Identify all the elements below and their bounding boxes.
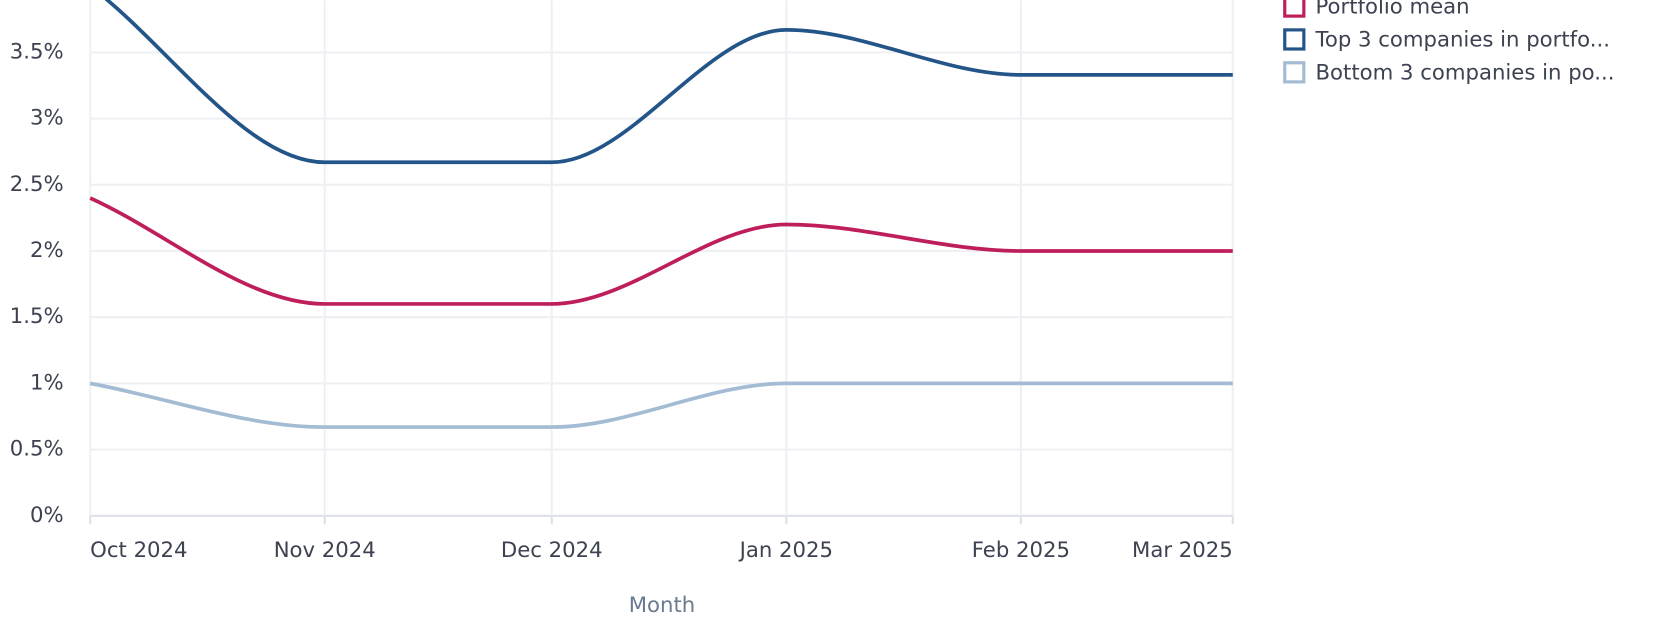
x-tick-label: Oct 2024 — [90, 538, 187, 563]
y-tick-label: 3% — [30, 106, 64, 131]
x-tick-label: Dec 2024 — [501, 538, 603, 563]
line-series — [104, 0, 1233, 165]
y-tick-label: 2% — [30, 238, 64, 263]
y-tick-label: 1.5% — [10, 304, 64, 329]
legend-swatch — [1283, 0, 1306, 18]
line-series — [89, 196, 1233, 306]
y-tick-label: 3.5% — [10, 39, 64, 64]
legend-label: Top 3 companies in portfo... — [1315, 28, 1610, 53]
x-tick-label: Feb 2025 — [972, 538, 1070, 563]
legend-label: Bottom 3 companies in po... — [1316, 60, 1615, 85]
legend-label: Portfolio mean — [1316, 0, 1470, 20]
x-axis-label: Month — [629, 593, 695, 618]
x-tick-label: Jan 2025 — [738, 538, 833, 563]
y-tick-label: 0.5% — [10, 437, 64, 462]
y-tick-label: 1% — [30, 370, 64, 395]
line-series — [89, 381, 1233, 429]
y-tick-label: 0% — [30, 503, 64, 528]
legend-swatch — [1283, 28, 1306, 51]
x-tick-label: Mar 2025 — [1132, 538, 1233, 563]
x-tick-label: Nov 2024 — [274, 538, 376, 563]
legend-swatch — [1283, 61, 1306, 84]
y-tick-label: 2.5% — [10, 172, 64, 197]
